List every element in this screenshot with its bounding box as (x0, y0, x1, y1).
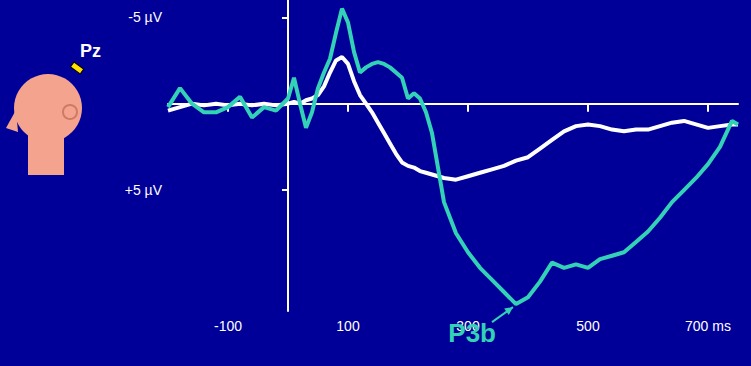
svg-text:700 ms: 700 ms (685, 318, 731, 334)
svg-text:-100: -100 (214, 318, 242, 334)
svg-text:P3b: P3b (448, 318, 496, 348)
svg-text:100: 100 (336, 318, 360, 334)
svg-text:Pz: Pz (80, 41, 101, 61)
svg-text:-5 µV: -5 µV (128, 9, 162, 25)
svg-text:500: 500 (576, 318, 600, 334)
svg-text:+5 µV: +5 µV (125, 182, 163, 198)
